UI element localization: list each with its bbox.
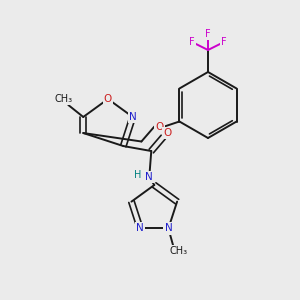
Text: F: F xyxy=(205,29,211,39)
Text: CH₃: CH₃ xyxy=(54,94,72,104)
Text: O: O xyxy=(163,128,171,138)
Text: N: N xyxy=(146,172,153,182)
Text: F: F xyxy=(221,37,227,47)
Text: N: N xyxy=(136,224,144,233)
Text: N: N xyxy=(129,112,136,122)
Text: N: N xyxy=(164,224,172,233)
Text: CH₃: CH₃ xyxy=(169,247,188,256)
Text: O: O xyxy=(155,122,164,131)
Text: O: O xyxy=(104,94,112,104)
Text: F: F xyxy=(189,37,195,47)
Text: H: H xyxy=(134,170,141,180)
